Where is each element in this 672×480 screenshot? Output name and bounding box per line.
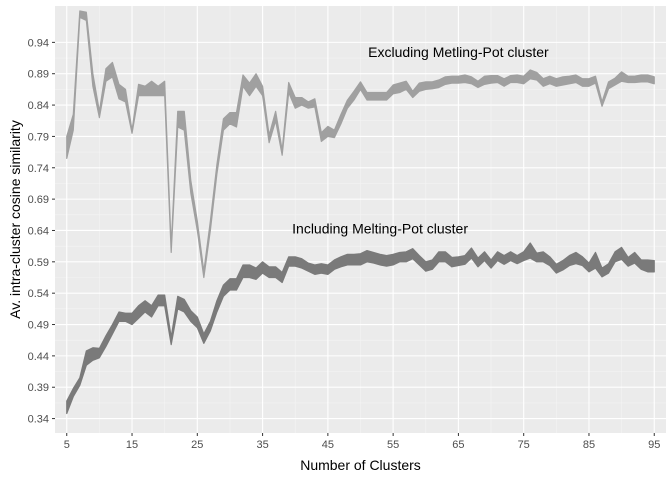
y-tick-label: 0.84: [28, 100, 49, 112]
y-tick-label: 0.64: [28, 225, 49, 237]
x-axis: 5 15 25 35 45 55 65 75 85 95: [64, 433, 660, 451]
x-tick-label: 85: [583, 439, 595, 451]
x-tick-label: 35: [256, 439, 268, 451]
x-tick-label: 95: [648, 439, 660, 451]
annotation-excluding: Excluding Metling-Pot cluster: [368, 44, 549, 60]
major-grid: [55, 6, 666, 433]
annotations: Excluding Metling-Pot cluster Including …: [292, 44, 549, 237]
x-tick-label: 65: [452, 439, 464, 451]
y-tick-label: 0.49: [28, 320, 49, 332]
minor-grid: [55, 6, 666, 433]
y-axis-title: Av. intra-cluster cosine similarity: [7, 120, 23, 319]
x-tick-label: 75: [518, 439, 530, 451]
x-tick-label: 25: [191, 439, 203, 451]
annotation-including: Including Melting-Pot cluster: [292, 221, 468, 237]
x-tick-label: 55: [387, 439, 399, 451]
x-tick-label: 15: [126, 439, 138, 451]
series-2-band: [66, 242, 655, 415]
x-tick-label: 45: [322, 439, 334, 451]
series-bands: [66, 10, 655, 415]
y-tick-label: 0.69: [28, 194, 49, 206]
x-axis-title: Number of Clusters: [300, 457, 421, 473]
y-axis: 0.34 0.39 0.44 0.49 0.54 0.59 0.64 0.69 0.74 0.79…: [28, 37, 55, 426]
y-tick-label: 0.89: [28, 69, 49, 81]
y-tick-label: 0.44: [28, 351, 49, 363]
y-tick-label: 0.94: [28, 37, 49, 49]
y-tick-label: 0.59: [28, 257, 49, 269]
y-tick-label: 0.39: [28, 382, 49, 394]
series-1-band: [66, 10, 655, 279]
x-tick-label: 5: [64, 439, 70, 451]
y-tick-label: 0.34: [28, 414, 49, 426]
y-tick-label: 0.79: [28, 131, 49, 143]
y-tick-label: 0.54: [28, 288, 49, 300]
y-tick-label: 0.74: [28, 163, 49, 175]
